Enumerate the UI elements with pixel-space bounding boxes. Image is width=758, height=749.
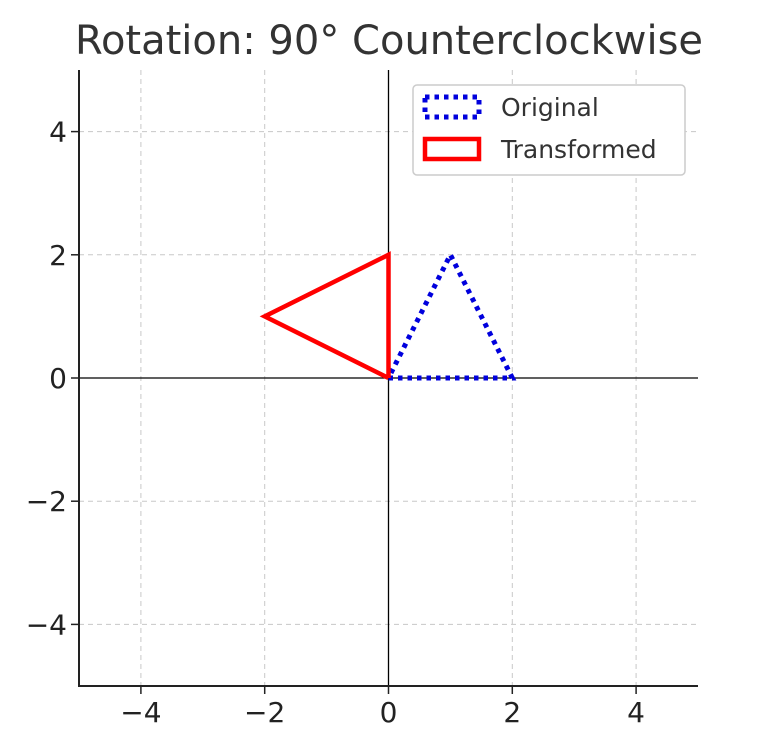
x-tick-label: 0 bbox=[380, 696, 398, 729]
y-tick-label: 2 bbox=[49, 239, 67, 272]
y-tick-label: −2 bbox=[26, 485, 67, 518]
series-transformed-line bbox=[259, 251, 391, 381]
y-tick-label: 4 bbox=[49, 116, 67, 149]
x-tick-label: 2 bbox=[503, 696, 521, 729]
y-tick-label: −4 bbox=[26, 608, 67, 641]
legend-label-original: Original bbox=[501, 93, 599, 122]
x-tick-label: −4 bbox=[120, 696, 161, 729]
series-layer bbox=[259, 249, 517, 381]
x-tick-label: −2 bbox=[244, 696, 285, 729]
legend: Original Transformed bbox=[412, 84, 686, 176]
series-original-line bbox=[386, 249, 517, 381]
chart-title: Rotation: 90° Counterclockwise bbox=[75, 18, 703, 64]
legend-swatch-transformed bbox=[422, 136, 482, 162]
legend-label-transformed: Transformed bbox=[500, 135, 657, 164]
y-tick-label: 0 bbox=[49, 362, 67, 395]
ticks: −4 −2 0 2 4 −4 −2 0 2 4 bbox=[26, 116, 645, 729]
x-tick-label: 4 bbox=[627, 696, 645, 729]
